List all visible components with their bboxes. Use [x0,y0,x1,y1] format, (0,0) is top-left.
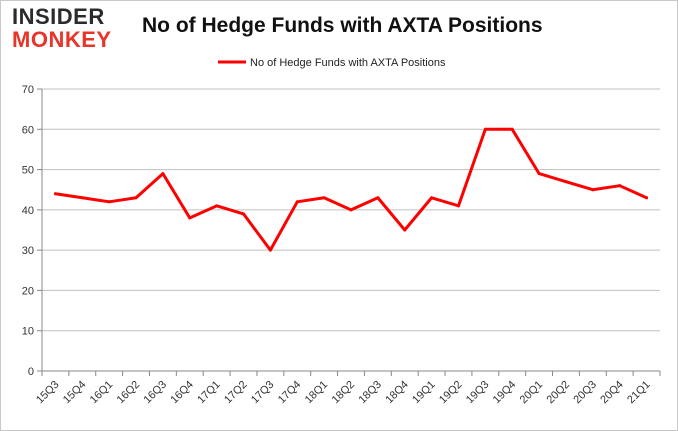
y-tick-label: 30 [22,245,34,257]
data-point [537,172,541,176]
logo-text-insider: INSIDER [12,4,105,29]
x-tick-label: 21Q1 [625,379,653,407]
data-point [322,196,326,200]
x-tick-label: 20Q2 [545,379,573,407]
x-tick-label: 18Q2 [330,379,358,407]
data-point [483,127,487,131]
data-point [645,196,649,200]
y-tick-label: 0 [28,366,34,378]
legend: No of Hedge Funds with AXTA Positions [218,57,446,69]
data-point [268,248,272,252]
x-tick-label: 17Q3 [249,379,277,407]
x-tick-label: 19Q3 [464,379,492,407]
x-tick-label: 19Q2 [437,379,465,407]
data-point [215,204,219,208]
axes [41,89,660,372]
x-tick-label: 15Q3 [34,379,62,407]
data-point [618,184,622,188]
data-point [456,204,460,208]
x-tick-label: 18Q4 [383,379,411,407]
series-line [53,127,649,252]
x-tick-label: 16Q4 [168,379,196,407]
x-tick-label: 17Q4 [276,379,304,407]
x-tick-label: 18Q1 [303,379,331,407]
series-layer [53,127,649,252]
x-tick-label: 17Q2 [222,379,250,407]
data-point [188,216,192,220]
logo-text-monkey: MONKEY [12,27,112,52]
data-point [134,196,138,200]
y-tick-label: 60 [22,124,34,136]
data-point [349,208,353,212]
legend-label: No of Hedge Funds with AXTA Positions [250,57,446,69]
insider-monkey-logo: INSIDER MONKEY [12,6,127,52]
x-tick-label: 18Q3 [356,379,384,407]
data-point [80,196,84,200]
y-tick-label: 50 [22,165,34,177]
data-point [53,192,57,196]
data-point [242,212,246,216]
data-point [161,172,165,176]
data-point [295,200,299,204]
x-tick-label: 20Q1 [518,379,546,407]
data-point [107,200,111,204]
x-tick-label: 20Q3 [571,379,599,407]
x-tick-label: 16Q3 [142,379,170,407]
x-tick-label: 16Q2 [115,379,143,407]
y-tick-label: 10 [22,326,34,338]
y-tick-label: 20 [22,285,34,297]
data-point [430,196,434,200]
x-tick-label: 20Q4 [598,379,626,407]
y-axis-ticks: 0 10 20 30 40 50 60 70 [22,84,42,378]
y-tick-label: 40 [22,205,34,217]
data-point [403,228,407,232]
x-tick-label: 17Q1 [195,379,223,407]
data-point [591,188,595,192]
chart-title: No of Hedge Funds with AXTA Positions [142,14,543,37]
data-point [510,127,514,131]
data-point [564,180,568,184]
x-tick-label: 15Q4 [61,379,89,407]
x-axis-ticks: 15Q3 15Q4 16Q1 16Q2 16Q3 16Q4 17Q1 17Q2 17Q3 17Q4… [34,371,661,407]
data-point [376,196,380,200]
x-tick-label: 16Q1 [88,379,116,407]
x-tick-label: 19Q1 [410,379,438,407]
y-tick-label: 70 [22,84,34,96]
x-tick-label: 19Q4 [491,379,519,407]
